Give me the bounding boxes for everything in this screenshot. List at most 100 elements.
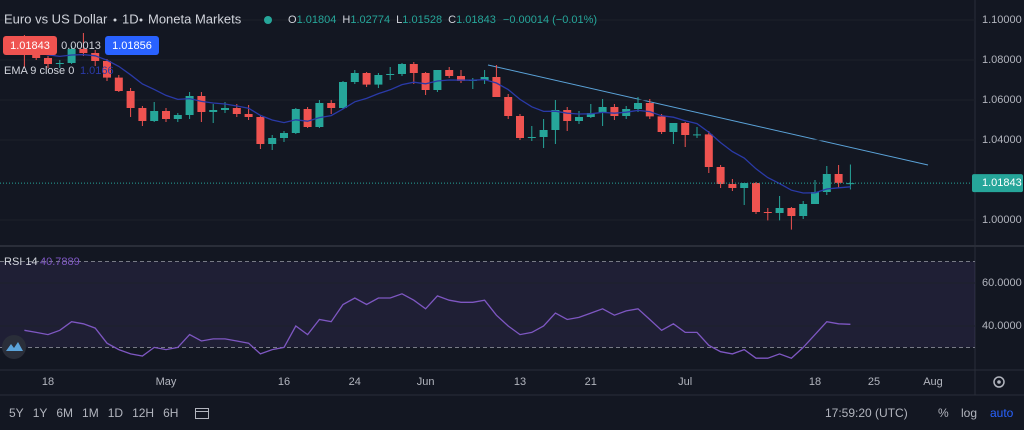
clock[interactable]: 17:59:20 (UTC) [825, 406, 908, 420]
sell-button[interactable] [3, 36, 57, 55]
candle-body [339, 82, 347, 108]
candle-body [138, 108, 147, 121]
range-button[interactable]: 1M [82, 406, 99, 420]
ohlc-label: H [342, 14, 350, 26]
y-tick-label: 1.04000 [982, 134, 1022, 146]
candle-body [657, 116, 666, 132]
ema-legend: EMA 9 close 0 [4, 65, 74, 77]
candle-body [693, 134, 701, 136]
logo-icon[interactable] [6, 342, 23, 351]
candle-body [67, 49, 76, 63]
auto-toggle[interactable]: auto [990, 406, 1014, 420]
trend-line[interactable] [487, 64, 929, 166]
range-button[interactable]: 6H [163, 406, 179, 420]
candle-body [645, 103, 654, 117]
date-range-icon[interactable] [194, 406, 210, 420]
range-button[interactable]: 1D [107, 406, 124, 420]
candle-body [185, 96, 194, 115]
x-tick-label: 18 [809, 376, 821, 388]
x-tick-label: 21 [585, 376, 597, 388]
candle-body [327, 103, 336, 108]
candle-body [126, 91, 135, 108]
low-value: 1.01528 [402, 14, 442, 26]
x-tick-label: 18 [42, 376, 54, 388]
candle-body [114, 77, 123, 91]
y-tick-label: 1.08000 [982, 54, 1022, 66]
logo[interactable] [2, 335, 26, 359]
ohlc-label: C [448, 14, 456, 26]
candle-body [563, 110, 572, 121]
x-tick-label: Aug [923, 376, 943, 388]
candle-body [362, 73, 371, 85]
calendar-icon[interactable] [195, 408, 210, 419]
buy-button[interactable] [105, 36, 159, 55]
candle-body [752, 183, 760, 212]
range-button[interactable]: 5Y [9, 406, 24, 420]
candle-body [457, 76, 465, 81]
x-tick-label: Jul [678, 376, 692, 388]
candle-body [79, 49, 88, 53]
candle-body [811, 192, 819, 204]
candle-body [775, 208, 784, 213]
candle-body [433, 70, 442, 90]
percent-toggle[interactable]: % [938, 406, 949, 420]
candle-body [787, 208, 796, 216]
log-toggle[interactable]: log [961, 406, 978, 420]
candle-body [55, 63, 64, 64]
ohlc-label: O [288, 14, 297, 26]
market-status[interactable] [264, 16, 272, 24]
broker: Moneta Markets [148, 11, 242, 26]
candle-body [398, 64, 406, 74]
settings-icon[interactable] [993, 376, 1005, 388]
ema-value: 1.0166 [80, 65, 114, 77]
candle-body [32, 55, 41, 58]
candle-body [492, 77, 501, 97]
ema-line [24, 50, 851, 194]
candle-body [421, 73, 430, 90]
candle-body [716, 167, 725, 184]
rsi-line [24, 293, 851, 359]
rsi-legend: RSI 14 [4, 256, 38, 268]
candle-body [763, 212, 772, 213]
close-value: 1.01843 [456, 14, 496, 26]
x-tick-label: 25 [868, 376, 880, 388]
candle-body [551, 110, 560, 130]
candle-body [244, 114, 253, 117]
candle-body [280, 133, 288, 138]
range-button[interactable]: 12H [132, 406, 155, 420]
candle-body [480, 77, 489, 80]
candle-body [409, 64, 418, 73]
candle-body [209, 110, 218, 112]
interval: 1D [122, 11, 139, 26]
candle-body [834, 174, 843, 183]
symbol-title: Euro vs US Dollar [4, 11, 108, 26]
sell-price[interactable]: 1.01843 [10, 40, 50, 52]
range-button[interactable]: 1Y [32, 406, 48, 420]
candle-body [822, 174, 831, 192]
spread: 0.00013 [61, 40, 101, 52]
candle-body [173, 115, 182, 119]
separator [139, 18, 143, 22]
candle-body [846, 183, 855, 185]
chart: 1.00000 1.04000 1.06000 1.08000 1.10000 40.00… [0, 0, 1024, 396]
logo-circle[interactable] [2, 335, 26, 359]
buy-price[interactable]: 1.01856 [112, 40, 152, 52]
rsi-tick-label: 60.0000 [982, 277, 1022, 289]
candle-body [504, 97, 513, 116]
last-price-box [972, 174, 1023, 193]
candle-body [350, 73, 359, 82]
last-price-label: 1.01843 [982, 177, 1022, 189]
ohlc-legend: O1.01804 H1.02774 L1.01528 C1.01843 −0.0… [288, 14, 597, 26]
candle-body [386, 74, 395, 75]
candle-body [598, 107, 607, 113]
candle-body [610, 107, 619, 116]
high-value: 1.02774 [350, 14, 390, 26]
settings-icon[interactable] [997, 380, 1001, 384]
y-tick-label: 1.06000 [982, 94, 1022, 106]
candle-body [527, 137, 536, 138]
candle-body [150, 111, 159, 121]
range-button[interactable]: 6M [56, 406, 74, 420]
settings[interactable] [993, 376, 1005, 388]
x-tick-label: 24 [349, 376, 361, 388]
